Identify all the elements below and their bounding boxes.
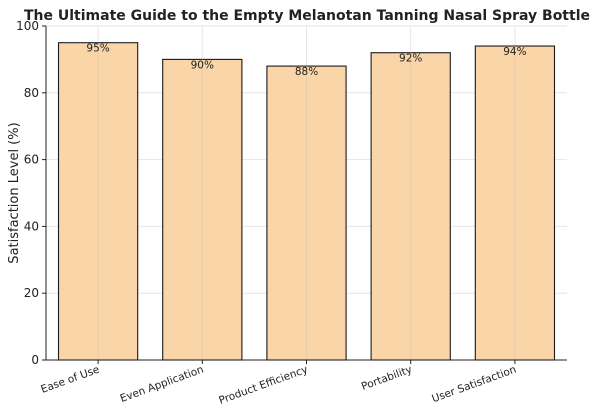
data-label: 92% bbox=[399, 53, 422, 65]
x-tick-label: Portability bbox=[360, 364, 414, 393]
y-axis-label: Satisfaction Level (%) bbox=[7, 122, 22, 263]
x-tick-label: Product Efficiency bbox=[217, 364, 309, 407]
x-tick-label: Ease of Use bbox=[39, 364, 101, 396]
data-label: 90% bbox=[191, 59, 214, 71]
y-tick-label: 0 bbox=[31, 353, 39, 367]
chart-title: The Ultimate Guide to the Empty Melanota… bbox=[24, 8, 590, 24]
y-tick-label: 60 bbox=[24, 153, 39, 167]
y-tick-label: 40 bbox=[24, 219, 39, 233]
data-label: 88% bbox=[295, 66, 318, 78]
y-tick-label: 80 bbox=[24, 86, 39, 100]
bars-layer bbox=[57, 42, 556, 361]
y-tick-label: 20 bbox=[24, 286, 39, 300]
x-tick-label: User Satisfaction bbox=[430, 364, 518, 406]
axes-layer: 0 20 40 60 80 100 bbox=[16, 19, 567, 367]
data-label: 95% bbox=[86, 43, 109, 55]
y-tick-label: 100 bbox=[16, 19, 39, 33]
data-label: 94% bbox=[503, 46, 526, 58]
x-tick-label: Even Application bbox=[119, 364, 206, 405]
